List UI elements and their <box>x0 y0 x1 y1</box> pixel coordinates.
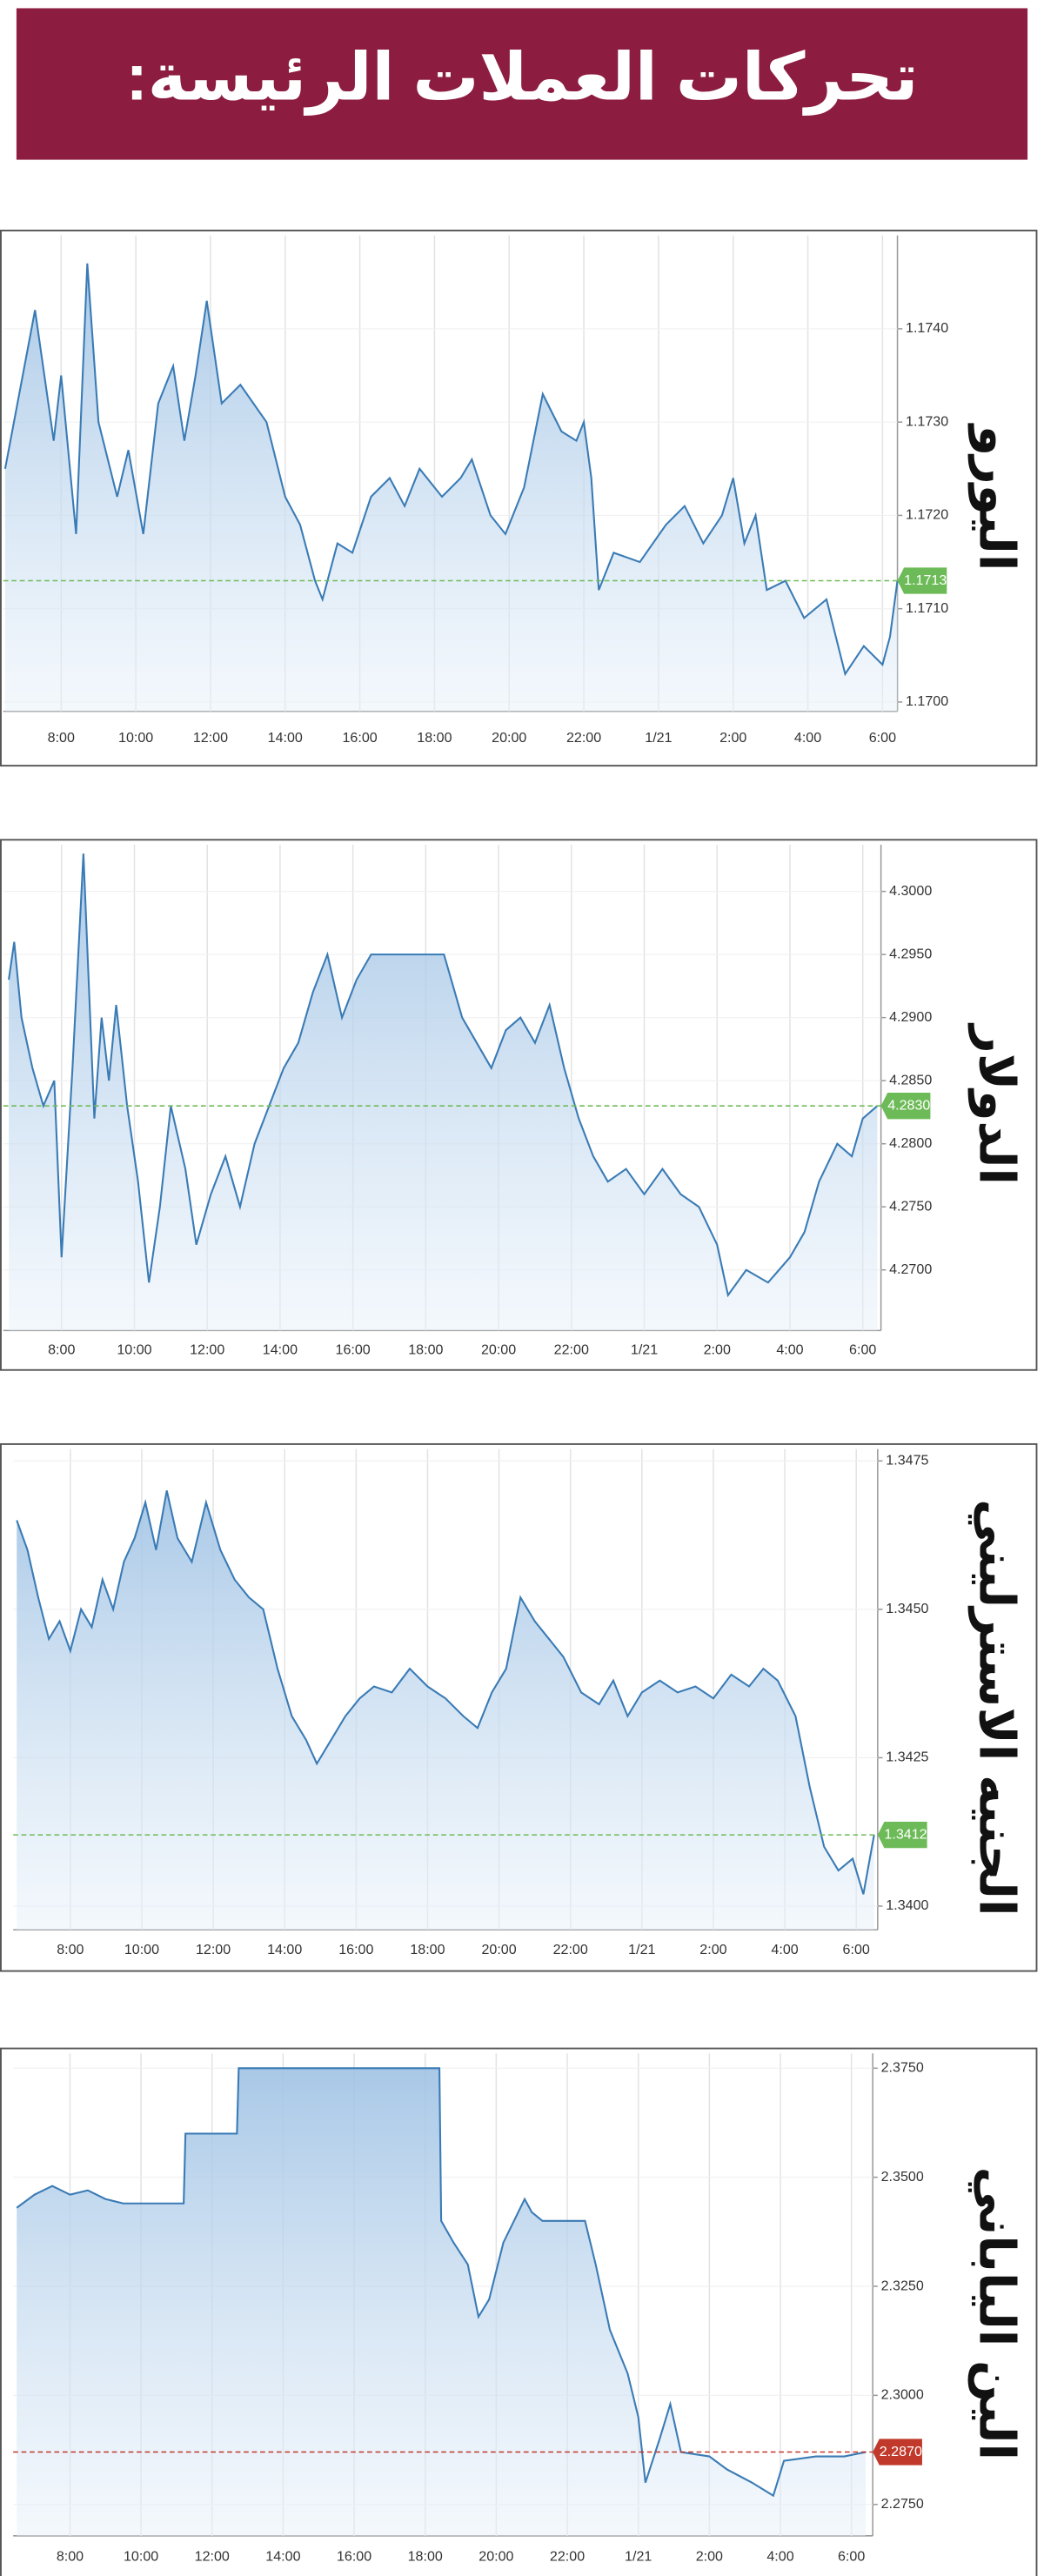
x-tick-label: 12:00 <box>196 1942 231 1957</box>
x-tick-label: 18:00 <box>417 730 452 746</box>
x-tick-label: 6:00 <box>843 1942 870 1957</box>
last-price-tag <box>873 2439 922 2466</box>
x-tick-label: 4:00 <box>766 2549 793 2565</box>
last-price-tag <box>877 1821 927 1849</box>
x-tick-label: 4:00 <box>776 1342 803 1357</box>
last-price-label: 1.3412 <box>884 1826 927 1842</box>
y-tick-label: 2.3750 <box>881 2060 924 2076</box>
y-tick-label: 1.3425 <box>886 1750 928 1765</box>
x-tick-label: 20:00 <box>481 1342 516 1357</box>
last-price-label: 2.2870 <box>880 2444 922 2459</box>
x-tick-label: 6:00 <box>838 2549 865 2565</box>
x-tick-label: 4:00 <box>794 730 821 746</box>
x-tick-label: 22:00 <box>553 1942 588 1957</box>
x-tick-label: 18:00 <box>410 1942 445 1957</box>
x-tick-label: 1/21 <box>625 2549 652 2565</box>
x-tick-label: 10:00 <box>124 1942 159 1957</box>
chart-title: الجنيه الاسترليني <box>967 1499 1023 1916</box>
x-tick-label: 1/21 <box>628 1942 655 1957</box>
y-tick-label: 4.2800 <box>889 1135 932 1151</box>
x-tick-label: 16:00 <box>337 2549 371 2565</box>
x-tick-label: 2:00 <box>719 730 746 746</box>
x-tick-label: 1/21 <box>645 730 672 746</box>
chart-title: الدولار <box>967 1022 1023 1185</box>
y-tick-label: 1.1710 <box>906 600 948 616</box>
x-tick-label: 8:00 <box>48 1342 75 1357</box>
x-tick-label: 22:00 <box>554 1342 589 1357</box>
price-line <box>16 2067 867 2498</box>
price-line <box>16 1490 875 1895</box>
y-tick-label: 1.3475 <box>886 1453 928 1469</box>
x-tick-label: 6:00 <box>849 1342 876 1357</box>
y-tick-label: 1.3400 <box>886 1897 928 1913</box>
x-tick-label: 8:00 <box>57 1942 84 1957</box>
x-tick-label: 12:00 <box>195 2549 230 2565</box>
x-tick-label: 14:00 <box>268 730 303 746</box>
x-tick-label: 16:00 <box>342 730 377 746</box>
x-tick-label: 10:00 <box>117 1342 151 1357</box>
y-tick-label: 2.3000 <box>881 2387 924 2403</box>
y-tick-label: 4.2950 <box>889 946 932 961</box>
x-tick-label: 10:00 <box>118 730 153 746</box>
y-tick-label: 1.3450 <box>886 1601 928 1616</box>
x-tick-label: 22:00 <box>566 730 601 746</box>
area <box>9 853 878 1331</box>
header-title: تحركات العملات الرئيسة: <box>126 41 919 117</box>
y-tick-label: 4.2750 <box>889 1198 932 1214</box>
last-price-tag <box>897 567 947 594</box>
x-tick-label: 14:00 <box>265 2549 300 2565</box>
x-tick-label: 8:00 <box>48 730 75 746</box>
last-price-tag <box>880 1093 931 1120</box>
y-tick-label: 4.2850 <box>889 1072 932 1087</box>
x-tick-label: 20:00 <box>481 1942 516 1957</box>
y-tick-label: 1.1730 <box>906 413 948 429</box>
y-tick-label: 4.2700 <box>889 1261 932 1277</box>
price-line <box>3 263 899 677</box>
x-tick-label: 2:00 <box>704 1342 731 1357</box>
x-tick-label: 8:00 <box>57 2549 84 2565</box>
x-tick-label: 18:00 <box>408 2549 443 2565</box>
x-tick-label: 1/21 <box>631 1342 658 1357</box>
x-tick-label: 12:00 <box>190 1342 224 1357</box>
last-price-label: 1.1713 <box>904 572 947 588</box>
y-tick-label: 1.1720 <box>906 507 948 523</box>
chart-title: اليورو <box>967 423 1023 572</box>
y-tick-label: 4.3000 <box>889 883 932 899</box>
x-tick-label: 16:00 <box>336 1342 371 1357</box>
y-tick-label: 2.3500 <box>881 2169 924 2185</box>
y-tick-label: 4.2900 <box>889 1009 932 1025</box>
price-line <box>8 853 879 1298</box>
chart-title: الين الياباني <box>967 2167 1023 2460</box>
x-tick-label: 20:00 <box>492 730 526 746</box>
y-tick-label: 2.2750 <box>881 2496 924 2512</box>
x-tick-label: 16:00 <box>338 1942 373 1957</box>
x-tick-label: 2:00 <box>699 1942 726 1957</box>
y-tick-label: 1.1740 <box>906 320 948 336</box>
x-tick-label: 14:00 <box>263 1342 298 1357</box>
y-tick-label: 1.1700 <box>906 693 948 709</box>
x-tick-label: 12:00 <box>193 730 228 746</box>
x-tick-label: 2:00 <box>696 2549 723 2565</box>
x-tick-label: 14:00 <box>267 1942 302 1957</box>
x-tick-label: 4:00 <box>771 1942 798 1957</box>
last-price-label: 4.2830 <box>887 1097 930 1113</box>
x-tick-label: 22:00 <box>550 2549 585 2565</box>
header-banner <box>16 8 1028 160</box>
x-tick-label: 10:00 <box>124 2549 158 2565</box>
area <box>17 1490 874 1930</box>
x-tick-label: 18:00 <box>408 1342 443 1357</box>
area <box>17 2068 866 2536</box>
x-tick-label: 20:00 <box>478 2549 513 2565</box>
y-tick-label: 2.3250 <box>881 2278 924 2293</box>
x-tick-label: 6:00 <box>869 730 896 746</box>
